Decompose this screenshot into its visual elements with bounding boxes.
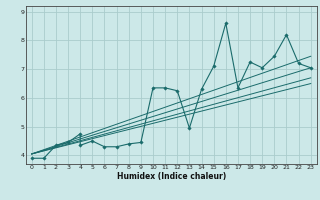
X-axis label: Humidex (Indice chaleur): Humidex (Indice chaleur) <box>116 172 226 181</box>
